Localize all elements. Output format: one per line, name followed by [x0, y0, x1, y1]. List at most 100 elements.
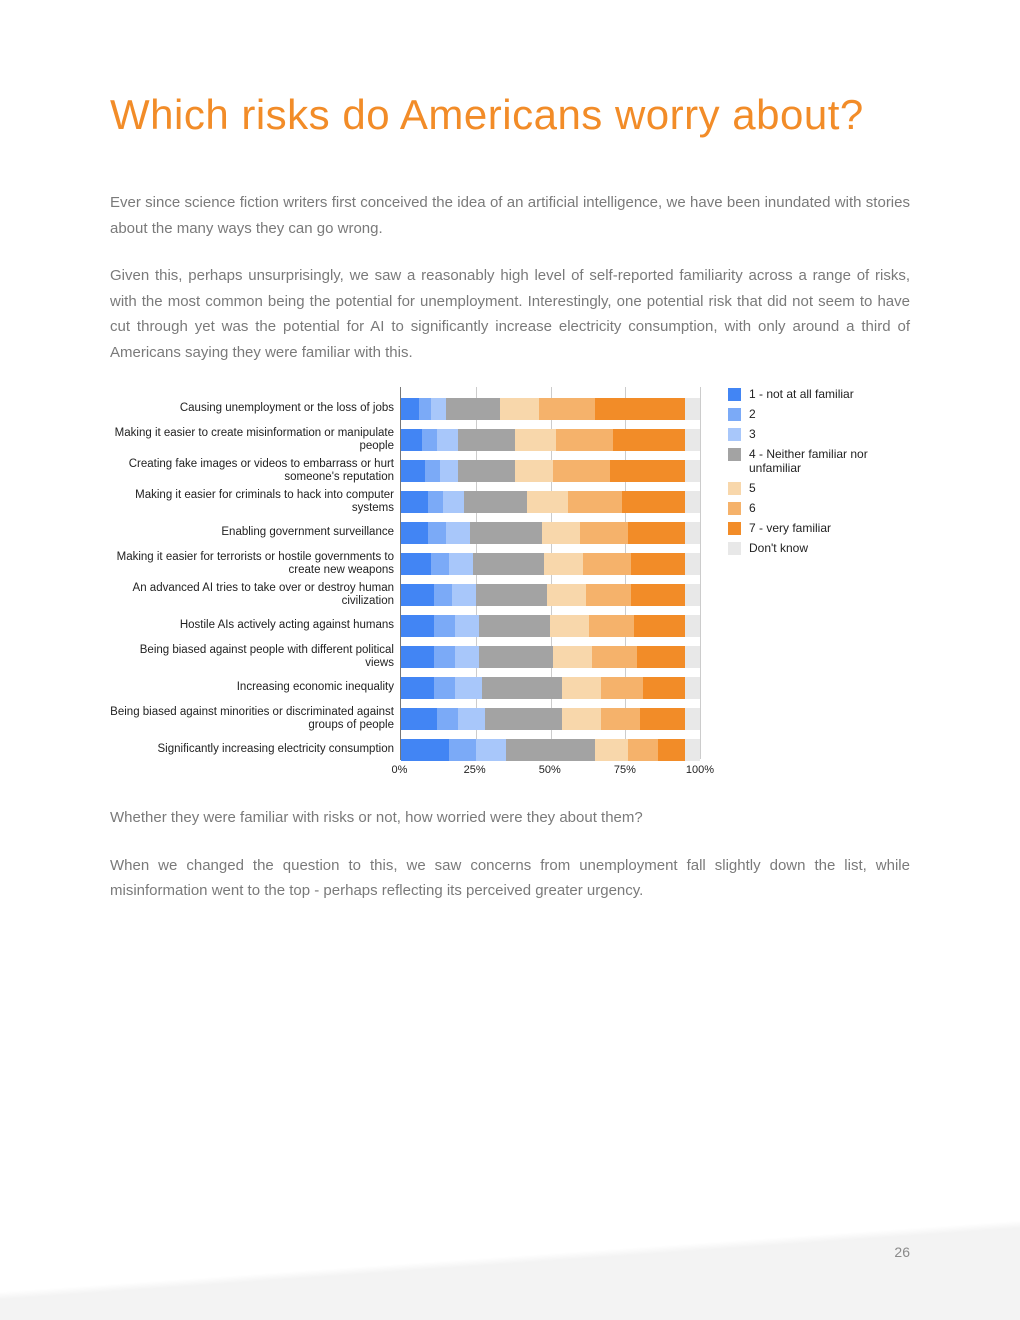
chart-bar-segment: [634, 615, 685, 637]
chart-bar-segment: [476, 584, 548, 606]
chart-bar-row: [401, 672, 700, 703]
chart-bar-segment: [401, 708, 437, 730]
chart-bar-row: [401, 734, 700, 765]
chart-category-label: Creating fake images or videos to embarr…: [110, 455, 400, 486]
chart-bar-segment: [437, 708, 458, 730]
chart-bar-segment: [479, 615, 551, 637]
legend-label: 2: [749, 407, 756, 421]
chart-bar-segment: [685, 398, 700, 420]
chart-bar-segment: [622, 491, 685, 513]
legend-item: 4 - Neither familiar nor unfamiliar: [728, 447, 908, 475]
chart-bar-segment: [592, 646, 637, 668]
chart-bar-row: [401, 455, 700, 486]
chart-bar-segment: [440, 460, 458, 482]
chart-x-axis: 0%25%50%75%100%: [400, 759, 701, 781]
chart-bar-segment: [401, 522, 428, 544]
page-number: 26: [894, 1244, 910, 1260]
chart-bar-segment: [446, 398, 500, 420]
legend-swatch: [728, 408, 741, 421]
chart-bar-row: [401, 641, 700, 672]
legend-item: 2: [728, 407, 908, 421]
chart-bar-segment: [455, 646, 479, 668]
chart-bar-row: [401, 424, 700, 455]
chart-bar-segment: [544, 553, 583, 575]
legend-swatch: [728, 448, 741, 461]
legend-swatch: [728, 522, 741, 535]
chart-bar-segment: [643, 677, 685, 699]
chart-bar-segment: [437, 429, 458, 451]
legend-label: Don't know: [749, 541, 808, 555]
chart-bar-segment: [401, 739, 449, 761]
chart-bar-row: [401, 393, 700, 424]
chart-y-labels: Causing unemployment or the loss of jobs…: [110, 387, 400, 781]
chart-bar-segment: [431, 398, 446, 420]
chart-bar-segment: [401, 491, 428, 513]
chart-bar-segment: [601, 708, 640, 730]
paragraph-2: Given this, perhaps unsurprisingly, we s…: [110, 263, 910, 365]
chart-plot-area: [400, 387, 700, 759]
chart-bar-segment: [685, 553, 700, 575]
paragraph-3: Whether they were familiar with risks or…: [110, 805, 910, 831]
chart-bar-segment: [547, 584, 586, 606]
chart-bar-segment: [556, 429, 613, 451]
chart-bar-segment: [401, 677, 434, 699]
chart-bar-segment: [500, 398, 539, 420]
chart-bar-segment: [628, 739, 658, 761]
chart-bar-segment: [470, 522, 542, 544]
legend-item: 7 - very familiar: [728, 521, 908, 535]
chart-bar-segment: [685, 615, 700, 637]
chart-bar-segment: [515, 460, 554, 482]
chart-bar-segment: [640, 708, 685, 730]
chart-category-label: Making it easier for terrorists or hosti…: [110, 548, 400, 579]
chart-bar-segment: [449, 553, 473, 575]
legend-label: 6: [749, 501, 756, 515]
chart-bar-segment: [658, 739, 685, 761]
chart-category-label: Increasing economic inequality: [110, 672, 400, 703]
legend-label: 4 - Neither familiar nor unfamiliar: [749, 447, 908, 475]
chart-gridline: [700, 387, 701, 759]
chart-bar-segment: [553, 460, 610, 482]
chart-bar-segment: [434, 584, 452, 606]
chart-category-label: An advanced AI tries to take over or des…: [110, 579, 400, 610]
chart-bar-segment: [473, 553, 545, 575]
chart-bar-segment: [485, 708, 563, 730]
chart-bar-segment: [595, 398, 685, 420]
legend-swatch: [728, 502, 741, 515]
chart-bar-segment: [401, 553, 431, 575]
legend-swatch: [728, 388, 741, 401]
chart-legend: 1 - not at all familiar234 - Neither fam…: [700, 387, 908, 781]
chart-bar-segment: [458, 460, 515, 482]
chart-bar-segment: [401, 460, 425, 482]
chart-category-label: Significantly increasing electricity con…: [110, 734, 400, 765]
chart-category-label: Making it easier for criminals to hack i…: [110, 486, 400, 517]
chart-bar-segment: [443, 491, 464, 513]
legend-item: 5: [728, 481, 908, 495]
chart-bar-segment: [553, 646, 592, 668]
chart-category-label: Causing unemployment or the loss of jobs: [110, 393, 400, 424]
chart-bar-segment: [476, 739, 506, 761]
chart-bar-segment: [422, 429, 437, 451]
chart-bar-segment: [613, 429, 685, 451]
chart-bar-segment: [419, 398, 431, 420]
chart-bar-segment: [401, 429, 422, 451]
chart-bar-segment: [434, 677, 455, 699]
chart-bar-segment: [458, 708, 485, 730]
chart-x-tick: 50%: [539, 764, 561, 776]
page-title: Which risks do Americans worry about?: [110, 90, 910, 140]
chart-bar-segment: [401, 584, 434, 606]
chart-bar-segment: [628, 522, 685, 544]
chart-bar-segment: [401, 646, 434, 668]
chart-bar-segment: [685, 646, 700, 668]
legend-swatch: [728, 482, 741, 495]
chart-bar-segment: [449, 739, 476, 761]
chart-x-tick: 25%: [464, 764, 486, 776]
chart-bar-segment: [586, 584, 631, 606]
chart-bar-segment: [431, 553, 449, 575]
chart-bar-segment: [550, 615, 589, 637]
chart-bar-segment: [601, 677, 643, 699]
chart-bar-segment: [589, 615, 634, 637]
chart-bar-segment: [401, 615, 434, 637]
chart-bar-row: [401, 579, 700, 610]
legend-item: 3: [728, 427, 908, 441]
chart-bar-segment: [685, 677, 700, 699]
